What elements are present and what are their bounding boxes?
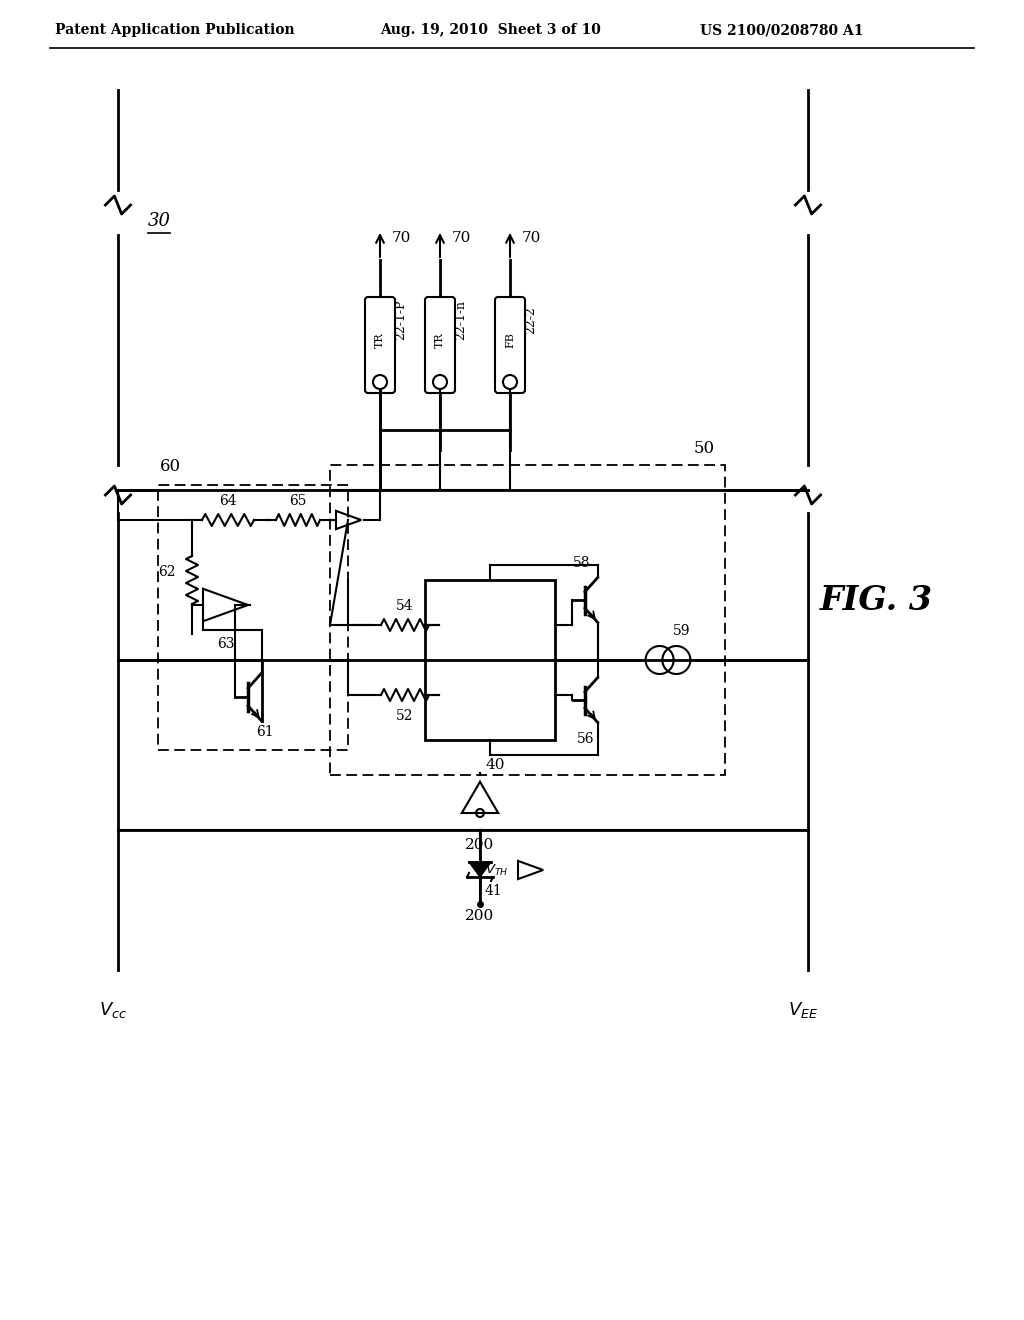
Text: 41: 41	[485, 884, 503, 898]
Bar	[425, 579, 555, 741]
Text: 30: 30	[148, 213, 171, 230]
Text: Aug. 19, 2010  Sheet 3 of 10: Aug. 19, 2010 Sheet 3 of 10	[380, 22, 601, 37]
Bar	[158, 484, 348, 750]
Text: 60: 60	[160, 458, 181, 475]
Text: FIG. 3: FIG. 3	[820, 583, 933, 616]
Text: 200: 200	[465, 909, 495, 923]
Text: 70: 70	[452, 231, 471, 246]
Text: 70: 70	[522, 231, 542, 246]
Text: 200: 200	[465, 838, 495, 851]
Text: US 2100/0208780 A1: US 2100/0208780 A1	[700, 22, 863, 37]
Text: 61: 61	[256, 725, 273, 739]
Text: 54: 54	[396, 599, 414, 612]
Text: TR: TR	[435, 333, 445, 347]
Text: $V_{TH}$: $V_{TH}$	[485, 862, 509, 878]
Text: 63: 63	[217, 638, 234, 651]
Text: TR: TR	[375, 333, 385, 347]
Text: 59: 59	[673, 624, 690, 638]
Text: $V_{EE}$: $V_{EE}$	[787, 1001, 818, 1020]
Text: 56: 56	[577, 733, 595, 746]
Text: 40: 40	[485, 758, 505, 772]
Text: 65: 65	[289, 494, 307, 508]
Text: 22-1-P: 22-1-P	[394, 300, 407, 341]
Text: 22-2: 22-2	[524, 306, 537, 334]
Text: 52: 52	[396, 709, 414, 723]
Text: $V_{cc}$: $V_{cc}$	[99, 1001, 127, 1020]
Polygon shape	[469, 862, 490, 876]
Text: 58: 58	[573, 556, 591, 570]
Text: FB: FB	[505, 333, 515, 348]
Text: 62: 62	[159, 565, 176, 579]
Text: Patent Application Publication: Patent Application Publication	[55, 22, 295, 37]
Text: 64: 64	[219, 494, 237, 508]
Text: 22-1-n: 22-1-n	[454, 300, 467, 341]
Text: 50: 50	[694, 440, 715, 457]
Bar	[330, 465, 725, 775]
Text: 70: 70	[392, 231, 412, 246]
